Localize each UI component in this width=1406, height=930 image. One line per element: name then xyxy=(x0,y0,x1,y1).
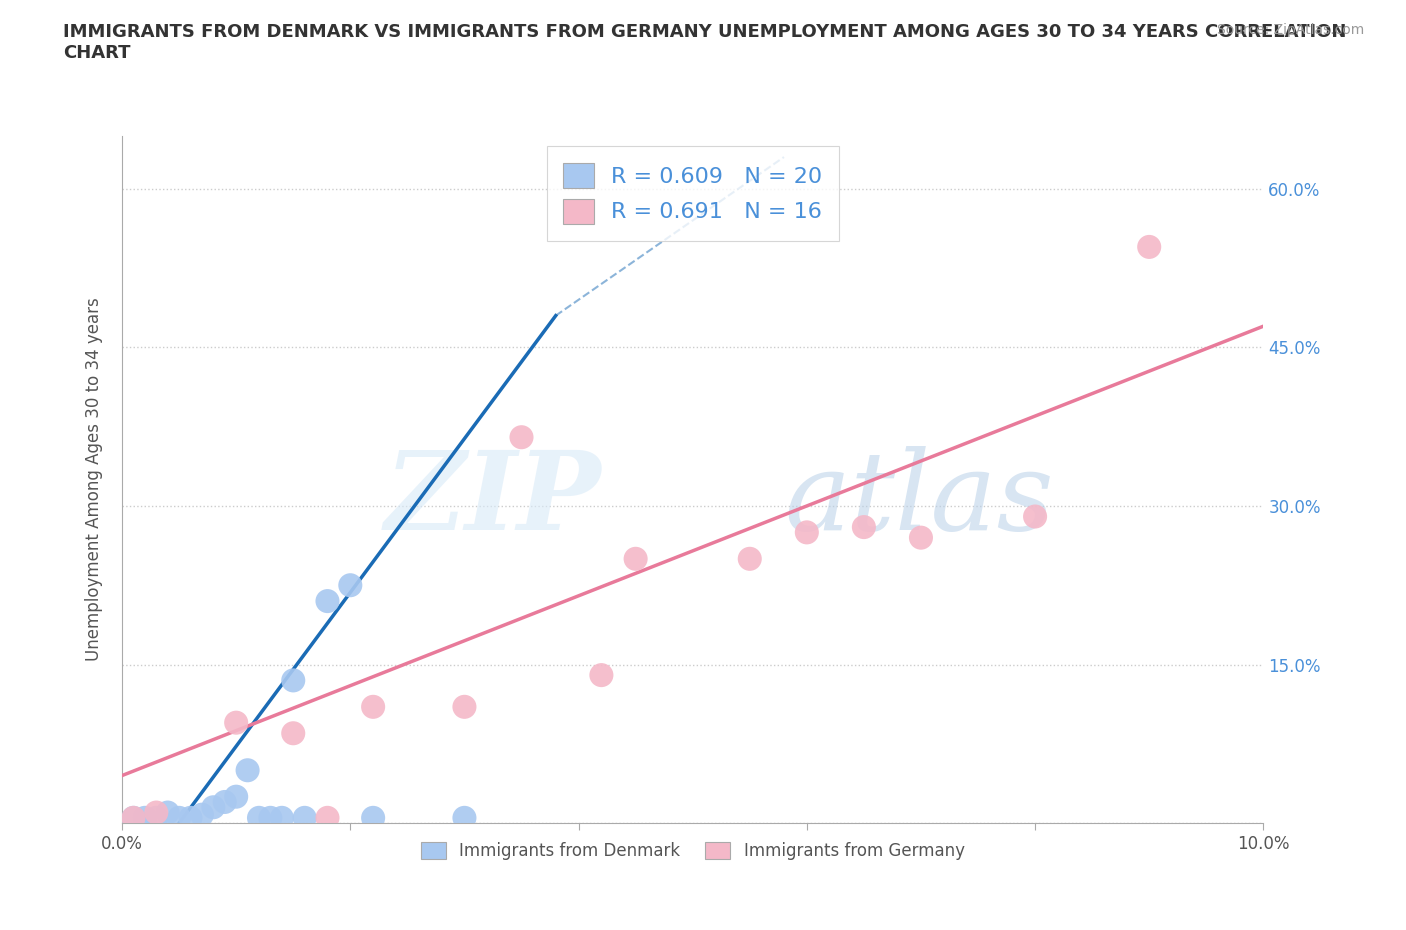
Point xyxy=(202,800,225,815)
Point xyxy=(156,805,179,820)
Text: ZIP: ZIP xyxy=(385,446,602,554)
Point xyxy=(624,551,647,566)
Point xyxy=(738,551,761,566)
Point xyxy=(225,790,247,804)
Point xyxy=(122,810,145,825)
Point xyxy=(510,430,533,445)
Point xyxy=(910,530,932,545)
Point xyxy=(145,810,167,825)
Point xyxy=(225,715,247,730)
Legend: Immigrants from Denmark, Immigrants from Germany: Immigrants from Denmark, Immigrants from… xyxy=(415,835,972,867)
Point xyxy=(167,810,190,825)
Point xyxy=(191,807,214,822)
Point xyxy=(339,578,361,592)
Text: IMMIGRANTS FROM DENMARK VS IMMIGRANTS FROM GERMANY UNEMPLOYMENT AMONG AGES 30 TO: IMMIGRANTS FROM DENMARK VS IMMIGRANTS FR… xyxy=(63,23,1347,62)
Point xyxy=(236,763,259,777)
Point xyxy=(283,673,305,688)
Point xyxy=(180,810,202,825)
Point xyxy=(122,810,145,825)
Point xyxy=(591,668,613,683)
Text: Source: ZipAtlas.com: Source: ZipAtlas.com xyxy=(1216,23,1364,37)
Point xyxy=(453,810,475,825)
Point xyxy=(361,699,384,714)
Point xyxy=(316,810,339,825)
Point xyxy=(453,699,475,714)
Point xyxy=(283,725,305,740)
Point xyxy=(1137,239,1160,254)
Text: atlas: atlas xyxy=(785,446,1053,554)
Point xyxy=(270,810,292,825)
Point xyxy=(316,593,339,608)
Y-axis label: Unemployment Among Ages 30 to 34 years: Unemployment Among Ages 30 to 34 years xyxy=(86,298,103,661)
Point xyxy=(214,794,236,809)
Point xyxy=(1024,509,1046,524)
Point xyxy=(259,810,281,825)
Point xyxy=(145,805,167,820)
Point xyxy=(796,525,818,539)
Point xyxy=(247,810,270,825)
Point xyxy=(361,810,384,825)
Point xyxy=(852,520,875,535)
Point xyxy=(294,810,316,825)
Point xyxy=(134,810,156,825)
